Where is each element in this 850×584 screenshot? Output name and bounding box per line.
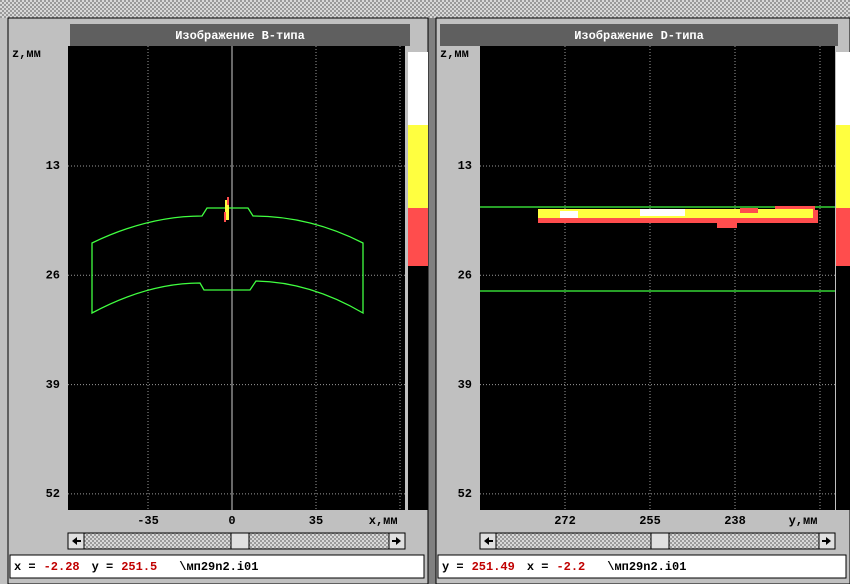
x-tick-label: -35 <box>137 514 159 528</box>
y-tick-label: 52 <box>458 487 472 501</box>
defect-mark <box>717 218 737 228</box>
x-tick-label: 255 <box>639 514 661 528</box>
y-tick-label: 26 <box>46 268 60 282</box>
defect-mark <box>740 208 758 213</box>
panel: Изображение B-типа z,мм 13 26 39 52 -35 0 35 x,мм… <box>8 18 428 584</box>
panel-title: Изображение B-типа <box>175 28 305 43</box>
y-tick-label: 26 <box>458 268 472 282</box>
status-value: 251.5 <box>121 560 157 574</box>
color-scale <box>836 266 850 510</box>
y-tick-label: 13 <box>46 159 60 173</box>
panel-title: Изображение D-типа <box>574 28 704 43</box>
plot-area <box>68 46 405 510</box>
scroll-thumb[interactable] <box>651 533 669 549</box>
defect-mark <box>560 211 578 218</box>
defect-mark <box>224 212 226 222</box>
window: Изображение B-типа z,мм 13 26 39 52 -35 0 35 x,мм… <box>0 0 850 584</box>
y-tick-label: 13 <box>458 159 472 173</box>
file-name: \мп29n2.i01 <box>607 560 686 574</box>
color-scale <box>408 208 428 266</box>
color-scale <box>836 125 850 208</box>
y-axis-label: z,мм <box>440 47 469 61</box>
y-tick-label: 39 <box>46 378 60 392</box>
plot-area <box>480 46 835 510</box>
defect-mark <box>640 209 685 216</box>
status-text: y = 251.49 x = -2.2 \мп29n2.i01 <box>442 560 686 574</box>
x-axis-label: y,мм <box>789 514 818 528</box>
y-tick-label: 39 <box>458 378 472 392</box>
top-strip <box>0 0 850 18</box>
y-axis-label: z,мм <box>12 47 41 61</box>
y-tick-label: 52 <box>46 487 60 501</box>
color-scale <box>408 125 428 208</box>
status-label: x = <box>14 560 36 574</box>
color-scale <box>836 208 850 266</box>
color-scale <box>836 52 850 125</box>
status-value: 251.49 <box>472 560 515 574</box>
color-scale <box>408 266 428 510</box>
status-label: y = <box>92 560 114 574</box>
x-tick-label: 0 <box>228 514 235 528</box>
status-value: -2.2 <box>556 560 585 574</box>
file-name: \мп29n2.i01 <box>179 560 258 574</box>
x-axis-label: x,мм <box>369 514 398 528</box>
status-text: x = -2.28 y = 251.5 \мп29n2.i01 <box>14 560 258 574</box>
x-tick-label: 35 <box>309 514 323 528</box>
scroll-thumb[interactable] <box>231 533 249 549</box>
status-value: -2.28 <box>44 560 80 574</box>
status-label: x = <box>527 560 549 574</box>
color-scale <box>408 52 428 125</box>
x-tick-label: 238 <box>724 514 746 528</box>
x-tick-label: 272 <box>554 514 576 528</box>
status-label: y = <box>442 560 464 574</box>
divider <box>428 18 436 584</box>
panel: Изображение D-типа z,мм 13 26 39 52 272 255 238 y… <box>436 18 850 584</box>
defect-mark <box>227 197 229 205</box>
